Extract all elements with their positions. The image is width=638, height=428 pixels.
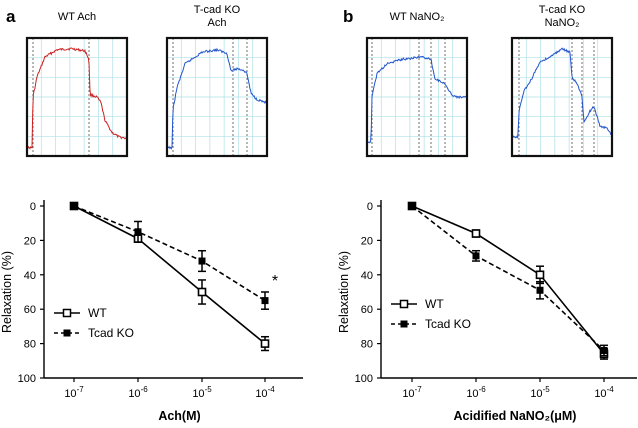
data-point [600, 346, 608, 354]
x-tick-label: 10-7 [64, 385, 84, 400]
data-point [260, 339, 270, 348]
x-tick-base: 10 [402, 388, 414, 400]
legend-label: Tcad KO [425, 317, 471, 331]
data-point [134, 228, 142, 236]
legend: WT Tcad KO [391, 297, 471, 331]
x-axis-title: Ach(M) [158, 409, 200, 423]
x-tick-base: 10 [530, 388, 542, 400]
trace-frame [365, 36, 469, 158]
x-tick-exponent: -6 [479, 385, 487, 394]
x-tick-label: 10-7 [402, 385, 422, 400]
panel-label-b: b [343, 7, 353, 26]
trace-waveform [511, 47, 613, 140]
x-tick-base: 10 [594, 388, 606, 400]
legend: WT Tcad KO [54, 306, 134, 340]
trace-title: T-cad KO [194, 4, 241, 16]
legend-label: WT [425, 297, 444, 311]
significance-marker: * [272, 273, 278, 290]
trace-title: WT Ach [58, 11, 96, 23]
x-tick-exponent: -6 [141, 385, 149, 394]
legend-marker [63, 329, 71, 337]
trace-frame [165, 36, 269, 158]
x-tick-base: 10 [466, 388, 478, 400]
trace-waveform [366, 55, 468, 144]
data-point [198, 257, 206, 265]
series-line [73, 205, 266, 302]
legend-marker [400, 320, 408, 328]
y-axis-title: Relaxation (%) [337, 251, 351, 333]
y-tick-label: 0 [367, 201, 373, 213]
trace-waveform [166, 47, 268, 150]
x-tick-exponent: -4 [607, 385, 615, 394]
trace-title: Ach [208, 17, 227, 29]
y-tick-label: 20 [24, 235, 36, 247]
x-tick-label: 10-6 [128, 385, 148, 400]
data-point [197, 287, 207, 297]
y-tick-label: 80 [361, 339, 373, 351]
series-tcad-ko [70, 202, 269, 310]
x-tick-label: 10-4 [255, 385, 275, 400]
y-tick-label: 40 [24, 270, 36, 282]
x-tick-label: 10-6 [466, 385, 486, 400]
y-tick-label: 0 [30, 201, 36, 213]
legend-marker [62, 308, 72, 318]
x-tick-exponent: -7 [77, 385, 85, 394]
x-axis-title: Acidified NaNO₂(μM) [454, 409, 577, 423]
trace-title: NaNO₂ [545, 17, 580, 29]
x-tick-base: 10 [192, 388, 204, 400]
data-point [535, 270, 545, 280]
trace-waveform [26, 47, 128, 150]
y-tick-label: 60 [361, 304, 373, 316]
series-line [411, 205, 605, 352]
x-tick-label: 10-5 [192, 385, 212, 400]
panel-label-a: a [6, 7, 16, 26]
trace-panel-b-1: WT NaNO₂ [365, 11, 469, 158]
y-tick-label: 80 [24, 339, 36, 351]
data-point [471, 229, 481, 238]
x-tick-exponent: -5 [543, 385, 551, 394]
y-tick-label: 100 [18, 373, 36, 385]
trace-frame [25, 36, 129, 158]
series-line [411, 205, 605, 355]
x-tick-base: 10 [128, 388, 140, 400]
x-tick-exponent: -7 [415, 385, 423, 394]
trace-title: WT NaNO₂ [390, 11, 445, 23]
x-tick-label: 10-5 [530, 385, 550, 400]
series-tcad-ko [408, 202, 608, 357]
data-point [536, 286, 544, 294]
y-tick-label: 20 [361, 235, 373, 247]
y-tick-label: 60 [24, 304, 36, 316]
trace-frame [510, 36, 614, 158]
legend-label: Tcad KO [88, 326, 134, 340]
data-point [261, 297, 269, 305]
trace-panel-a-1: WT Ach [25, 11, 129, 158]
x-tick-label: 10-4 [594, 385, 614, 400]
data-point [472, 252, 480, 260]
series-line [73, 205, 266, 345]
trace-title: T-cad KO [539, 4, 586, 16]
x-tick-exponent: -4 [268, 385, 276, 394]
legend-label: WT [88, 306, 107, 320]
data-point [70, 202, 78, 210]
y-axis-title: Relaxation (%) [0, 251, 14, 333]
legend-marker [399, 299, 409, 309]
y-tick-label: 100 [355, 373, 373, 385]
data-point [408, 202, 416, 210]
x-tick-exponent: -5 [205, 385, 213, 394]
y-tick-label: 40 [361, 270, 373, 282]
x-tick-base: 10 [64, 388, 76, 400]
x-tick-base: 10 [255, 388, 267, 400]
